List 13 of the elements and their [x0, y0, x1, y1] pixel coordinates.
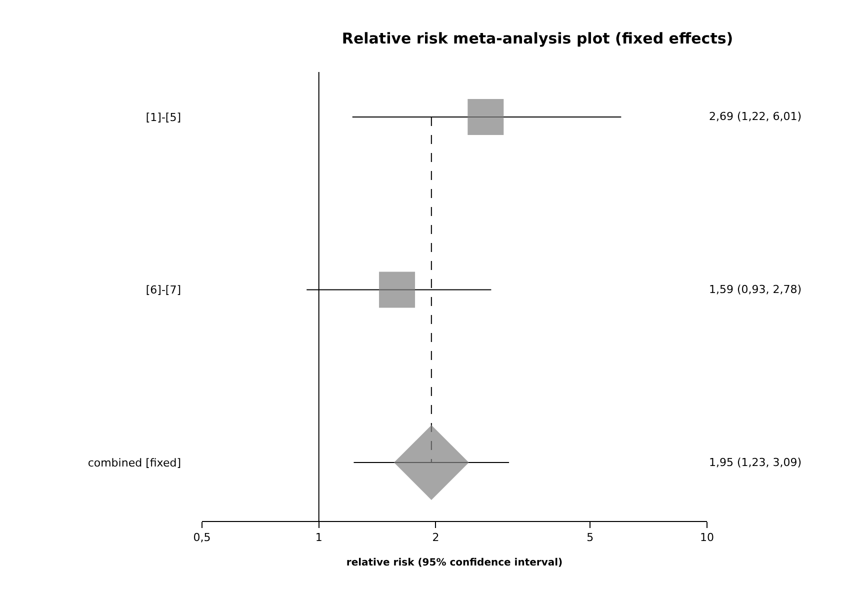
chart-title: Relative risk meta-analysis plot (fixed effects): [342, 29, 734, 48]
x-axis-title: relative risk (95% confidence interval): [346, 558, 563, 569]
text: 1,95 (1,23, 3,09): [709, 456, 802, 469]
text: 2,69 (1,22, 6,01): [709, 110, 802, 123]
y-tick-label: combined [fixed]: [88, 456, 181, 470]
x-tick-label: 2: [432, 531, 440, 544]
text: 1,59 (0,93, 2,78): [709, 283, 802, 296]
x-tick-label: 1: [315, 531, 322, 544]
x-tick-label: 0,5: [193, 531, 211, 544]
x-tick-label: 10: [700, 531, 714, 544]
y-tick-label: [6]-[7]: [146, 284, 181, 297]
x-tick-label: 5: [586, 531, 594, 544]
y-tick-label: [1]-[5]: [146, 110, 181, 124]
